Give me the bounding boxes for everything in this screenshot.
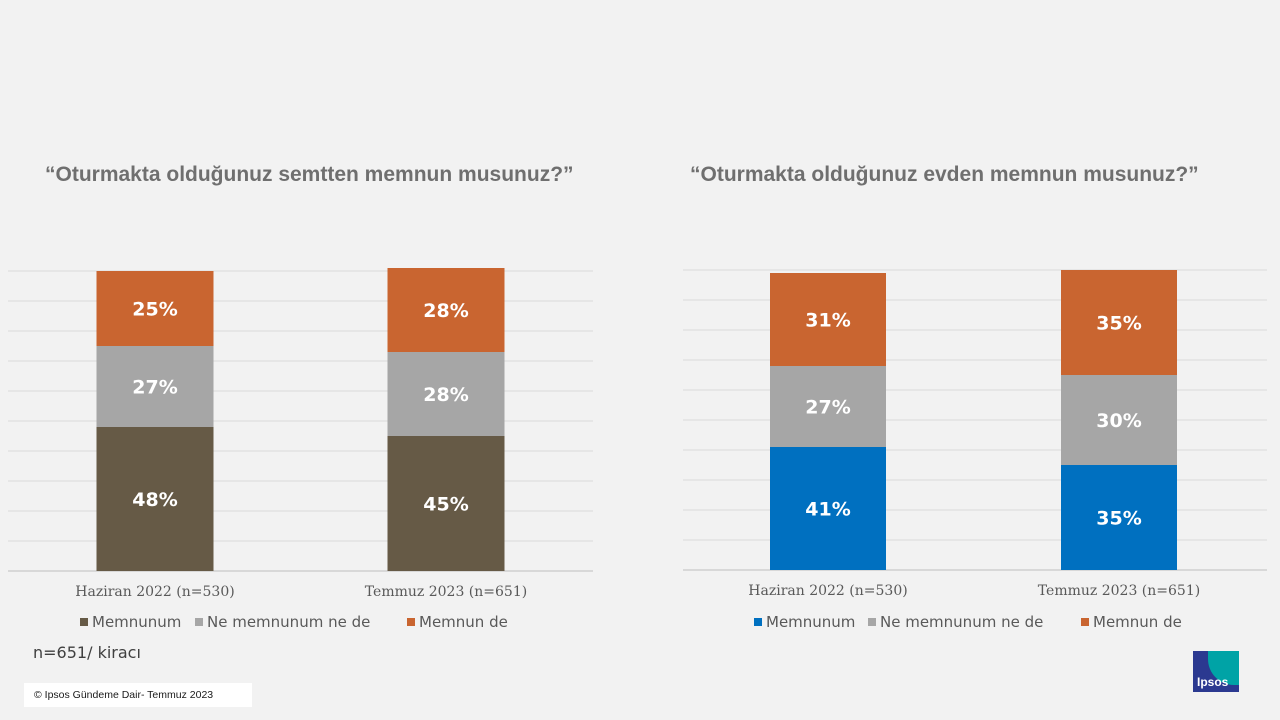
category-label: Haziran 2022 (n=530) <box>748 583 907 599</box>
bar-segment <box>770 447 886 570</box>
legend-swatch <box>1081 618 1089 626</box>
bar-segment <box>770 273 886 366</box>
bar-segment <box>96 346 214 427</box>
bar-segment <box>1061 465 1177 570</box>
bar-segment <box>387 352 505 436</box>
data-label: 48% <box>132 489 177 511</box>
bar-segment <box>387 268 505 352</box>
legend-swatch <box>80 618 88 626</box>
bar-segment <box>387 436 505 571</box>
category-label: Temmuz 2023 (n=651) <box>1038 583 1200 599</box>
footer-box: © Ipsos Gündeme Dair- Temmuz 2023 <box>24 683 252 707</box>
category-label: Haziran 2022 (n=530) <box>75 584 234 600</box>
data-label: 41% <box>805 499 850 521</box>
legend-swatch <box>754 618 762 626</box>
data-label: 27% <box>805 397 850 419</box>
ipsos-logo: Ipsos <box>1193 651 1239 692</box>
legend-swatch <box>407 618 415 626</box>
logo-text: Ipsos <box>1197 675 1229 689</box>
legend-swatch <box>195 618 203 626</box>
legend-label: Ne memnunum ne de <box>880 613 1044 631</box>
chart-ev: 41% 27% 31% Haziran 2022 (n=530) 35% 30% 35% Te… <box>683 269 1267 599</box>
bar-segment <box>1061 375 1177 465</box>
bar-segment <box>770 366 886 447</box>
bar-segment <box>96 271 214 346</box>
legend-label: Memnunum <box>92 613 182 631</box>
legend-label: Memnunum <box>766 613 856 631</box>
data-label: 35% <box>1096 508 1141 530</box>
data-label: 45% <box>423 494 468 516</box>
data-label: 28% <box>423 300 468 322</box>
chart-title-ev: “Oturmakta olduğunuz evden memnun musunu… <box>690 163 1199 186</box>
data-label: 27% <box>132 377 177 399</box>
chart-title-semt: “Oturmakta olduğunuz semtten memnun musu… <box>45 163 574 186</box>
data-label: 35% <box>1096 313 1141 335</box>
category-label: Temmuz 2023 (n=651) <box>365 584 527 600</box>
bar-segment <box>1061 270 1177 375</box>
chart-semt: 48% 27% 25% Haziran 2022 (n=530) 45% 28% 28% Te… <box>8 268 593 600</box>
legend-label: Memnun de <box>419 613 508 631</box>
data-label: 31% <box>805 310 850 332</box>
legend-label: Memnun de <box>1093 613 1182 631</box>
bar-segment <box>96 427 214 571</box>
data-label: 28% <box>423 384 468 406</box>
sample-size-note: n=651/ kiracı <box>33 643 141 662</box>
legend-label: Ne memnunum ne de <box>207 613 371 631</box>
data-label: 30% <box>1096 410 1141 432</box>
footer-copyright: © Ipsos Gündeme Dair- Temmuz 2023 <box>34 689 214 701</box>
data-label: 25% <box>132 299 177 321</box>
legend-swatch <box>868 618 876 626</box>
